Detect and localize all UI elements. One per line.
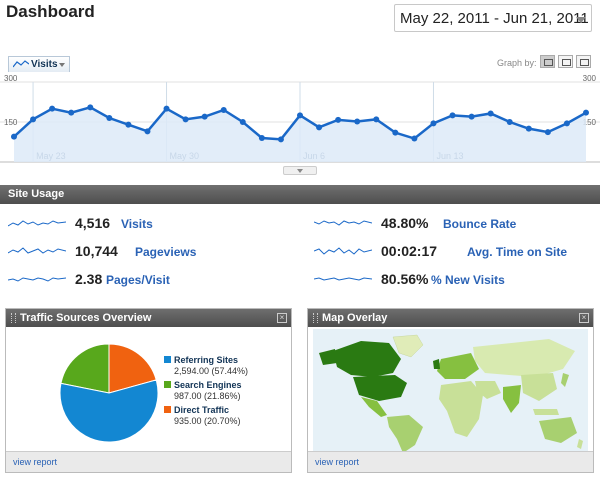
sparkline-icon (314, 277, 372, 281)
pie-slice-direct-traffic[interactable] (108, 343, 157, 394)
date-range-text: May 22, 2011 - Jun 21, 2011 (400, 10, 589, 27)
metric-value: 2.38 (75, 271, 103, 287)
pie-slice-referring-sites[interactable] (59, 379, 159, 443)
close-icon[interactable]: × (579, 313, 589, 323)
view-report-link[interactable]: view report (315, 457, 360, 467)
sparkline-icon (314, 220, 372, 226)
data-point-may-24[interactable] (49, 105, 56, 112)
data-point-jun-20[interactable] (563, 120, 570, 127)
data-point-may-27[interactable] (106, 115, 113, 121)
data-point-jun-8[interactable] (335, 116, 342, 123)
panel-header[interactable]: Map Overlay × (308, 309, 593, 327)
legend-swatch (164, 381, 171, 388)
legend-stat: 987.00 (21.86%) (174, 391, 241, 401)
data-point-may-28[interactable] (125, 121, 132, 128)
data-point-jun-16[interactable] (487, 110, 494, 117)
site-usage-header: Site Usage (0, 185, 600, 204)
data-point-jun-21[interactable] (583, 109, 589, 116)
data-point-jun-7[interactable] (316, 124, 323, 131)
data-point-may-29[interactable] (144, 128, 151, 135)
drag-handle-icon[interactable] (11, 313, 16, 323)
metric-tab-label: Visits (31, 59, 58, 70)
metric-value: 00:02:17 (381, 243, 438, 259)
panel-footer: view report (308, 451, 593, 472)
visits-chart: May 23May 30Jun 6Jun 13300150300150 (0, 72, 600, 172)
legend-swatch (164, 406, 171, 413)
date-range-picker[interactable]: May 22, 2011 - Jun 21, 2011 (394, 4, 592, 32)
metric-value: 48.80% (381, 215, 429, 231)
sparkline-icon (314, 247, 372, 255)
data-point-jun-9[interactable] (354, 118, 361, 125)
data-point-jun-12[interactable] (411, 135, 418, 142)
legend-name: Referring Sites (174, 355, 239, 365)
y-tick-label: 150 (4, 118, 18, 127)
visits-chart-svg: May 23May 30Jun 6Jun 13300150300150 (0, 74, 600, 163)
data-point-jun-6[interactable] (297, 112, 303, 119)
line-chart-icon (13, 60, 29, 68)
metric-link-new-visits[interactable]: % New Visits (431, 273, 505, 287)
traffic-sources-pie (59, 343, 159, 443)
data-point-may-23[interactable] (30, 116, 37, 123)
metric-link-bounce-rate[interactable]: Bounce Rate (443, 217, 517, 231)
page-title: Dashboard (6, 2, 95, 21)
data-point-jun-14[interactable] (449, 112, 456, 119)
drag-handle-icon[interactable] (313, 313, 318, 323)
data-point-may-26[interactable] (87, 104, 94, 111)
y-tick-label: 150 (583, 118, 597, 127)
pie-slice-search-engines[interactable] (60, 343, 110, 394)
legend-name: Search Engines (174, 380, 242, 390)
view-report-link[interactable]: view report (13, 457, 58, 467)
metric-value: 4,516 (75, 215, 111, 231)
panel-footer: view report (6, 451, 291, 472)
data-point-jun-1[interactable] (201, 113, 208, 120)
graph-by-month-button[interactable] (576, 55, 591, 68)
sparkline-icon (8, 277, 66, 282)
chevron-down-icon[interactable] (576, 17, 586, 23)
metric-link-pageviews[interactable]: Pageviews (135, 245, 197, 259)
data-point-may-22[interactable] (11, 133, 17, 140)
world-map[interactable] (313, 329, 588, 453)
legend-swatch (164, 356, 171, 363)
y-tick-label: 300 (583, 74, 597, 83)
metric-value: 10,744 (75, 243, 118, 259)
data-point-jun-4[interactable] (258, 135, 265, 141)
panel-header[interactable]: Traffic Sources Overview × (6, 309, 291, 327)
data-point-jun-5[interactable] (277, 136, 284, 143)
legend-stat: 2,594.00 (57.44%) (174, 366, 249, 376)
graph-by-label: Graph by: (497, 58, 537, 68)
metric-link-avg-time[interactable]: Avg. Time on Site (467, 245, 568, 259)
sparkline-icon (8, 220, 66, 227)
metric-value: 80.56% (381, 271, 429, 287)
chevron-down-icon[interactable] (59, 63, 65, 67)
legend-stat: 935.00 (20.70%) (174, 416, 241, 426)
map-overlay-panel: Map Overlay × (307, 308, 594, 473)
data-point-jun-10[interactable] (373, 116, 380, 123)
close-icon[interactable]: × (277, 313, 287, 323)
data-point-jun-18[interactable] (525, 125, 532, 132)
panel-title: Traffic Sources Overview (20, 312, 152, 324)
data-point-jun-17[interactable] (506, 119, 513, 125)
data-point-may-25[interactable] (68, 109, 75, 116)
site-usage-title: Site Usage (8, 188, 65, 200)
data-point-jun-13[interactable] (430, 120, 437, 127)
sparkline-icon (8, 247, 66, 254)
y-tick-label: 300 (4, 74, 18, 83)
data-point-may-31[interactable] (182, 116, 189, 123)
metric-select-tab[interactable]: Visits (8, 56, 70, 72)
graph-by-day-button[interactable] (540, 55, 555, 68)
graph-by-week-button[interactable] (558, 55, 573, 68)
chart-resize-handle[interactable] (283, 166, 317, 175)
metric-link-pages-per-visit[interactable]: Pages/Visit (106, 273, 170, 287)
panel-title: Map Overlay (322, 312, 388, 324)
legend-name: Direct Traffic (174, 405, 230, 415)
data-point-jun-2[interactable] (220, 107, 227, 113)
metric-link-visits[interactable]: Visits (121, 217, 153, 231)
traffic-sources-panel: Traffic Sources Overview × Referring Sit… (5, 308, 292, 473)
data-point-jun-11[interactable] (392, 129, 399, 136)
data-point-jun-3[interactable] (239, 119, 246, 125)
data-point-jun-15[interactable] (468, 113, 475, 120)
data-point-may-30[interactable] (163, 105, 170, 112)
data-point-jun-19[interactable] (544, 129, 551, 136)
